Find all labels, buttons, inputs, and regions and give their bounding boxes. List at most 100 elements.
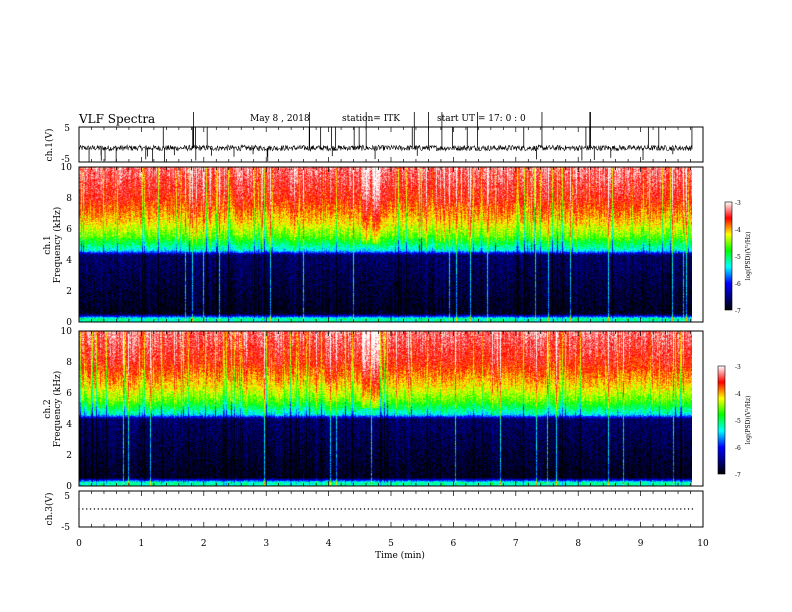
- ch1-freq-tick-10: 10: [61, 163, 73, 173]
- ch1-colorbar-tick-7: -7: [735, 308, 741, 315]
- waveform-sample: [386, 508, 389, 510]
- waveform-sample: [89, 508, 92, 510]
- waveform-sample: [556, 508, 559, 510]
- ch2-spectrogram-ylabel: ch.2Frequency (kHz): [43, 371, 63, 448]
- ch3-waveform-panel: 5 -5 ch.3(V) 0 1 2 3 4 5 6 7 8 9 10 Time (min): [44, 490, 709, 561]
- waveform-sample: [483, 508, 485, 510]
- ch1-colorbar-tick-5: -5: [735, 254, 741, 261]
- waveform-sample: [329, 508, 331, 510]
- ch1-waveform-ylabel: ch.1(V): [44, 129, 55, 162]
- waveform-sample: [309, 508, 312, 510]
- waveform-sample: [471, 508, 474, 510]
- waveform-sample: [587, 508, 589, 510]
- waveform-sample: [506, 508, 508, 510]
- waveform-sample: [529, 508, 532, 510]
- waveform-sample: [379, 508, 381, 510]
- ch2-freq-tick-4: 4: [66, 420, 72, 430]
- waveform-sample: [475, 508, 478, 510]
- waveform-sample: [402, 508, 404, 510]
- waveform-sample: [494, 508, 497, 510]
- waveform-sample: [464, 508, 466, 510]
- waveform-sample: [82, 508, 84, 510]
- waveform-sample: [413, 508, 416, 510]
- ch2-spectrogram-panel: 0 2 4 6 8 10 ch.2Frequency (kHz) -3 -4 -…: [43, 327, 752, 492]
- ch2-colorbar-tick-3: -3: [735, 364, 741, 371]
- ch2-freq-tick-10: 10: [61, 327, 73, 337]
- waveform-sample: [186, 508, 188, 510]
- waveform-sample: [120, 508, 123, 510]
- waveform-sample: [244, 508, 246, 510]
- waveform-sample: [136, 508, 138, 510]
- waveform-sample: [105, 508, 107, 510]
- waveform-sample: [633, 508, 636, 510]
- waveform-sample: [332, 508, 335, 510]
- waveform-sample: [228, 508, 231, 510]
- waveform-sample: [371, 508, 373, 510]
- waveform-sample: [410, 508, 412, 510]
- waveform-sample: [344, 508, 346, 510]
- waveform-sample: [545, 508, 547, 510]
- time-tick-label: 5: [388, 539, 394, 549]
- waveform-sample: [178, 508, 181, 510]
- waveform-sample: [86, 508, 88, 510]
- waveform-sample: [595, 508, 597, 510]
- waveform-sample: [190, 508, 192, 510]
- ch1-ytick-5: 5: [64, 124, 70, 134]
- waveform-sample: [498, 508, 501, 510]
- waveform-sample: [325, 508, 327, 510]
- waveform-sample: [406, 508, 408, 510]
- waveform-sample: [363, 508, 366, 510]
- waveform-sample: [97, 508, 99, 510]
- waveform-sample: [359, 508, 362, 510]
- waveform-sample: [394, 508, 397, 510]
- waveform-sample: [282, 508, 285, 510]
- ch1-spectrogram-ylabel: ch.1Frequency (kHz): [43, 207, 63, 284]
- waveform-sample: [78, 508, 80, 510]
- waveform-sample: [437, 508, 439, 510]
- time-tick-label: 8: [575, 539, 581, 549]
- waveform-sample: [687, 508, 690, 510]
- ch2-freq-tick-0: 0: [66, 482, 72, 492]
- waveform-sample: [132, 508, 134, 510]
- ch1-freq-tick-0: 0: [66, 318, 72, 328]
- waveform-sample: [275, 508, 277, 510]
- waveform-sample: [128, 508, 130, 510]
- waveform-sample: [606, 508, 609, 510]
- ch3-waveform-trace: [78, 508, 694, 510]
- waveform-sample: [629, 508, 632, 510]
- waveform-line: [78, 144, 693, 152]
- waveform-sample: [321, 508, 323, 510]
- ch1-freq-tick-6: 6: [66, 225, 72, 235]
- waveform-sample: [209, 508, 211, 510]
- time-tick-label: 4: [326, 539, 332, 549]
- ch2-colorbar-tick-5: -5: [735, 418, 741, 425]
- ch2-freq-tick-2: 2: [66, 451, 72, 461]
- ch3-waveform-ylabel: ch.3(V): [44, 493, 55, 526]
- waveform-sample: [572, 508, 574, 510]
- waveform-sample: [248, 508, 250, 510]
- waveform-sample: [614, 508, 616, 510]
- waveform-sample: [645, 508, 647, 510]
- waveform-sample: [583, 508, 586, 510]
- waveform-sample: [255, 508, 258, 510]
- waveform-sample: [352, 508, 354, 510]
- waveform-sample: [116, 508, 119, 510]
- waveform-sample: [691, 508, 694, 510]
- waveform-sample: [317, 508, 319, 510]
- waveform-sample: [421, 508, 424, 510]
- waveform-sample: [305, 508, 308, 510]
- waveform-sample: [302, 508, 304, 510]
- waveform-sample: [622, 508, 624, 510]
- ch1-spectrogram-heatmap: [79, 167, 692, 322]
- waveform-sample: [502, 508, 505, 510]
- ylabel-line: ch.2: [43, 399, 53, 418]
- ch1-freq-tick-2: 2: [66, 287, 72, 297]
- waveform-sample: [336, 508, 339, 510]
- ch1-ytick-neg5: -5: [61, 155, 70, 165]
- waveform-sample: [510, 508, 512, 510]
- waveform-sample: [174, 508, 177, 510]
- waveform-sample: [548, 508, 551, 510]
- waveform-sample: [668, 508, 670, 510]
- waveform-sample: [479, 508, 481, 510]
